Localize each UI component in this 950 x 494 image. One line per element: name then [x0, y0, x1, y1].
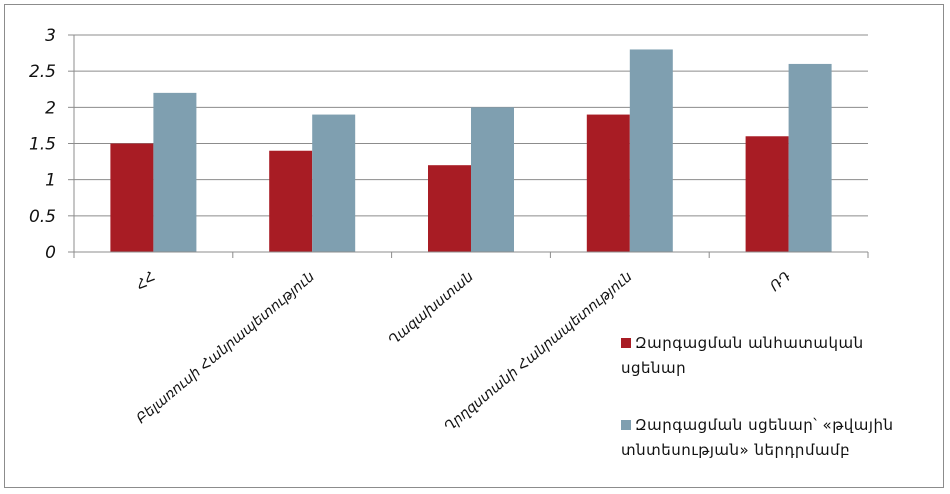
gridlines — [74, 34, 868, 217]
legend-label-series-1: Զարգացման անհատական սցենար — [621, 334, 864, 377]
x-tick-label: Ղրղզստանի Հանրապետություն — [441, 269, 635, 435]
legend-swatch-series-1 — [621, 338, 631, 348]
bar-series-2 — [153, 92, 197, 252]
y-tick-label: 1 — [45, 171, 56, 191]
x-tick-label: Բելառուսի Հանրապետություն — [134, 269, 318, 427]
legend-item-series-2: Զարգացման սցենար՝ «թվային տնտեսության» ն… — [621, 413, 921, 463]
y-tick-label: 2 — [45, 98, 56, 118]
x-tick-label: Ղազախստան — [386, 269, 477, 349]
bar-series-1 — [428, 165, 471, 252]
bar-series-2 — [471, 107, 514, 252]
y-tick-label: 2.5 — [29, 62, 56, 82]
bar-series-2 — [312, 114, 356, 252]
x-tick-label: ՀՀ — [133, 269, 159, 294]
y-tick-label: 3 — [45, 26, 56, 46]
y-tick-label: 0 — [45, 243, 56, 263]
bar-series-1 — [745, 136, 789, 252]
y-tick-label: 1.5 — [29, 135, 56, 155]
bars — [110, 49, 832, 252]
bar-series-1 — [269, 150, 313, 252]
x-tick-label: ՌԴ — [767, 269, 794, 295]
bar-series-1 — [110, 143, 154, 252]
legend-label-series-2: Զարգացման սցենար՝ «թվային տնտեսության» ն… — [621, 416, 894, 459]
bar-series-2 — [629, 49, 673, 252]
legend-swatch-series-2 — [621, 420, 631, 430]
axes — [68, 34, 869, 258]
bar-series-2 — [788, 63, 832, 252]
y-tick-label: 0.5 — [29, 207, 56, 227]
bar-series-1 — [586, 114, 630, 252]
y-tick-labels: 0 0.5 1 1.5 2 2.5 3 — [29, 26, 56, 263]
legend-item-series-1: Զարգացման անհատական սցենար — [621, 331, 921, 381]
